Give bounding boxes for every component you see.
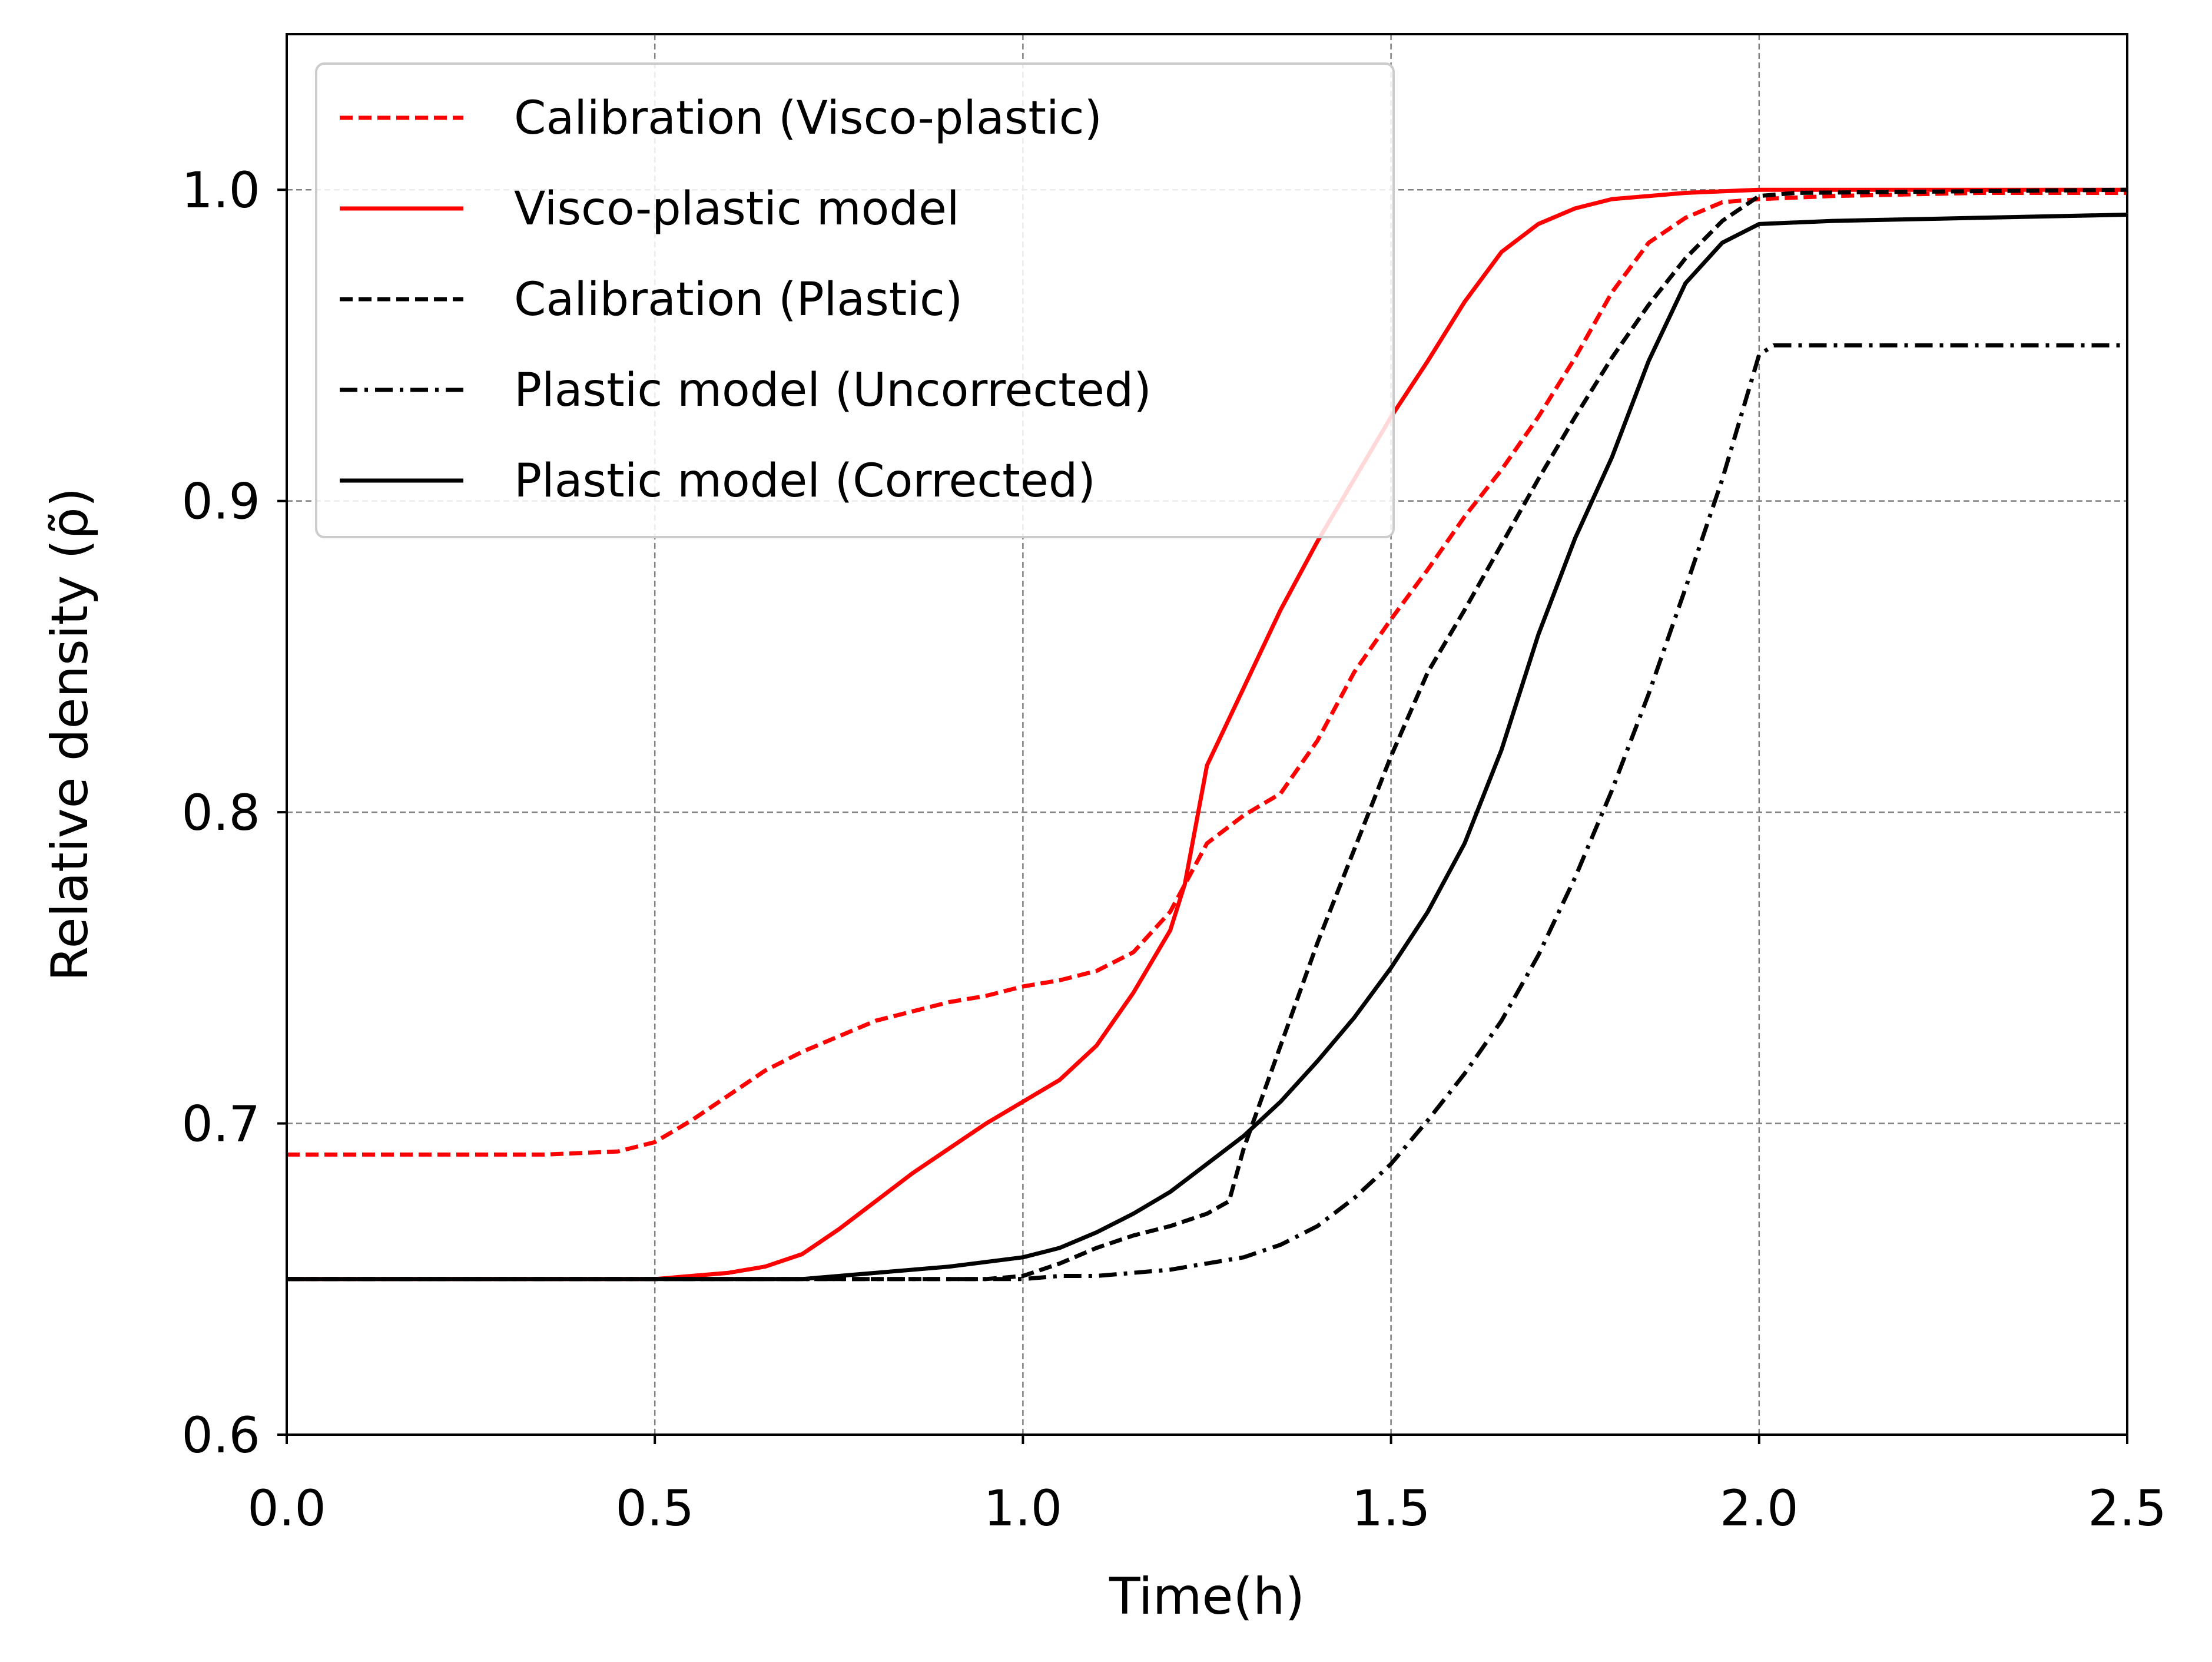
legend-label-1: Calibration (Visco-plastic): [514, 92, 1102, 145]
y-tick-label: 0.9: [181, 473, 260, 531]
series-line-5: [287, 213, 2127, 1282]
x-tick-label: 0.5: [615, 1479, 694, 1537]
x-tick-label: 0.0: [247, 1479, 326, 1537]
x-tick-label: 1.0: [984, 1479, 1063, 1537]
series-line-3: [287, 187, 2127, 1282]
axis-ticks: 0.0 0.5 1.0 1.5 2.0 2.5 0.6 0.7 0.8 0.9 1.0: [181, 161, 2166, 1537]
y-tick-label: 1.0: [181, 161, 260, 219]
series-line-4: [287, 343, 2127, 1282]
legend-label-4: Plastic model (Uncorrected): [514, 364, 1152, 417]
series-line-1: [287, 191, 2127, 1157]
legend-label-3: Calibration (Plastic): [514, 273, 963, 326]
x-tick-label: 2.5: [2088, 1479, 2167, 1537]
x-axis-label: Time(h): [1109, 1567, 1305, 1626]
y-axis-label: Relative density (ρ̃): [41, 488, 100, 982]
plot-frame: [286, 33, 2128, 1436]
legend-box: [315, 62, 1395, 538]
series-line-2: [287, 187, 2127, 1282]
x-tick-label: 1.5: [1352, 1479, 1431, 1537]
y-tick-label: 0.8: [181, 784, 260, 842]
y-tick-label: 0.7: [181, 1095, 260, 1153]
legend: Calibration (Visco-plastic) Visco-plastic…: [315, 62, 1395, 538]
legend-label-2: Visco-plastic model: [514, 183, 960, 236]
x-tick-label: 2.0: [1720, 1479, 1799, 1537]
series-lines: [287, 187, 2127, 1282]
y-tick-label: 0.6: [181, 1406, 260, 1464]
legend-label-5: Plastic model (Corrected): [514, 455, 1096, 508]
